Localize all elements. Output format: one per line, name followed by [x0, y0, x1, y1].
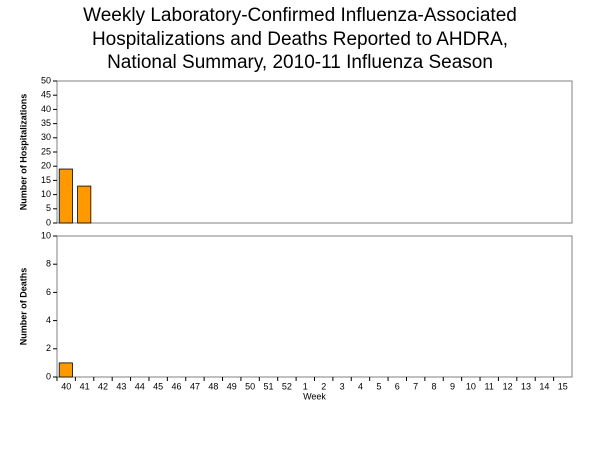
y-tick-label: 15 — [41, 175, 51, 185]
y-tick-label: 10 — [41, 189, 51, 199]
y-tick-label: 6 — [46, 287, 51, 297]
y-tick-label: 5 — [46, 203, 51, 213]
x-tick-label: 40 — [61, 381, 71, 391]
chart-title: National Summary, 2010-11 Influenza Seas… — [107, 52, 493, 73]
y-tick-label: 35 — [41, 118, 51, 128]
bar — [58, 362, 73, 378]
x-tick-label: 41 — [80, 381, 90, 391]
y-tick-label: 0 — [46, 217, 51, 227]
x-tick-label: 49 — [227, 381, 237, 391]
x-tick-label: 9 — [450, 381, 455, 391]
y-tick-label: 10 — [41, 230, 51, 240]
y-tick-label: 2 — [46, 343, 51, 353]
x-axis-label: Week — [303, 391, 326, 401]
y-tick-label: 45 — [41, 90, 51, 100]
x-tick-label: 2 — [321, 381, 326, 391]
x-tick-label: 7 — [413, 381, 418, 391]
chart-title: Weekly Laboratory-Confirmed Influenza-As… — [83, 5, 517, 26]
y-tick-label: 4 — [46, 315, 51, 325]
x-tick-label: 8 — [432, 381, 437, 391]
x-tick-label: 50 — [245, 381, 255, 391]
y-tick-label: 25 — [41, 146, 51, 156]
x-tick-label: 11 — [485, 381, 494, 391]
chart-title: Hospitalizations and Deaths Reported to … — [92, 29, 508, 50]
y-tick-label: 50 — [41, 75, 51, 85]
x-tick-label: 1 — [303, 381, 308, 391]
bar — [58, 168, 73, 224]
y-tick-label: 40 — [41, 104, 51, 114]
x-tick-label: 47 — [190, 381, 200, 391]
x-tick-label: 4 — [358, 381, 363, 391]
x-tick-label: 52 — [282, 381, 292, 391]
y-axis-label: Number of Hospitalizations — [18, 94, 28, 211]
plot-area — [56, 80, 573, 224]
x-tick-label: 5 — [376, 381, 381, 391]
x-tick-label: 42 — [98, 381, 108, 391]
x-tick-label: 43 — [116, 381, 126, 391]
x-tick-label: 12 — [503, 381, 513, 391]
x-tick-label: 10 — [466, 381, 476, 391]
x-tick-label: 45 — [153, 381, 163, 391]
y-axis-label: Number of Deaths — [18, 268, 28, 346]
y-tick-label: 30 — [41, 132, 51, 142]
bar — [77, 185, 92, 224]
y-tick-label: 0 — [46, 371, 51, 381]
x-tick-label: 44 — [135, 381, 145, 391]
plot-area — [56, 235, 573, 378]
x-tick-label: 46 — [172, 381, 182, 391]
x-tick-label: 15 — [558, 381, 568, 391]
y-tick-label: 20 — [41, 161, 51, 171]
y-tick-label: 8 — [46, 259, 51, 269]
x-tick-label: 51 — [264, 381, 274, 391]
x-tick-label: 6 — [395, 381, 400, 391]
x-tick-label: 14 — [539, 381, 549, 391]
x-tick-label: 3 — [340, 381, 345, 391]
x-tick-label: 13 — [521, 381, 531, 391]
x-tick-label: 48 — [208, 381, 218, 391]
